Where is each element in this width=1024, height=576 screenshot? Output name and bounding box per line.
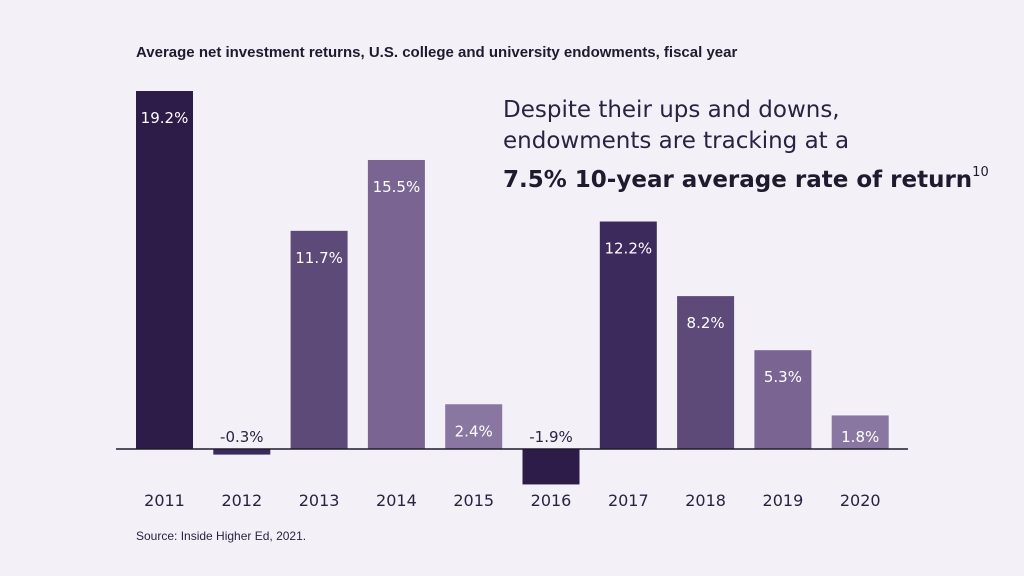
data-label-2017: 12.2% xyxy=(604,240,652,258)
data-label-2013: 11.7% xyxy=(295,249,343,267)
data-label-2016: -1.9% xyxy=(529,428,573,446)
data-label-2018: 8.2% xyxy=(687,314,725,332)
x-tick-2011: 2011 xyxy=(144,491,185,510)
source-note: Source: Inside Higher Ed, 2021. xyxy=(136,529,307,543)
x-tick-2018: 2018 xyxy=(685,491,726,510)
data-labels-group: 19.2% -0.3% 11.7% 15.5% 2.4% -1.9% 12.2% 8.2% 5.… xyxy=(141,109,880,446)
x-tick-2012: 2012 xyxy=(221,491,262,510)
data-label-2012: -0.3% xyxy=(220,428,264,446)
x-tick-2014: 2014 xyxy=(376,491,417,510)
data-label-2020: 1.8% xyxy=(841,428,879,446)
bar-2015 xyxy=(445,404,503,449)
bar-2013 xyxy=(290,230,348,449)
x-tick-labels-group: 2011 2012 2013 2014 2015 2016 2017 2018 2019 2020 xyxy=(144,491,880,510)
x-tick-2015: 2015 xyxy=(453,491,494,510)
chart-title: Average net investment returns, U.S. col… xyxy=(136,44,738,61)
callout-text: Despite their ups and downs, endowments … xyxy=(503,95,989,196)
x-tick-2013: 2013 xyxy=(299,491,340,510)
bar-2014 xyxy=(367,159,425,450)
x-tick-2019: 2019 xyxy=(763,491,804,510)
bar-2019 xyxy=(754,350,812,449)
bar-2018 xyxy=(677,296,735,449)
data-label-2014: 15.5% xyxy=(373,178,421,196)
bar-2016 xyxy=(522,449,580,485)
callout-line-2: endowments are tracking at a xyxy=(503,128,850,154)
bars-group xyxy=(136,91,889,485)
bar-2020 xyxy=(831,415,889,449)
callout-highlight: 7.5% 10-year average rate of return xyxy=(503,167,973,193)
data-label-2019: 5.3% xyxy=(764,368,802,386)
footnote-marker: 10 xyxy=(972,165,989,180)
bar-2017 xyxy=(599,221,657,449)
bar-2012 xyxy=(213,449,271,455)
data-label-2015: 2.4% xyxy=(455,422,493,440)
callout-line-3: 7.5% 10-year average rate of return10 xyxy=(503,157,989,196)
x-tick-2017: 2017 xyxy=(608,491,649,510)
x-tick-2020: 2020 xyxy=(840,491,881,510)
data-label-2011: 19.2% xyxy=(141,109,189,127)
x-tick-2016: 2016 xyxy=(531,491,572,510)
bar-2011 xyxy=(136,91,193,449)
callout-line-1: Despite their ups and downs, xyxy=(503,97,840,123)
